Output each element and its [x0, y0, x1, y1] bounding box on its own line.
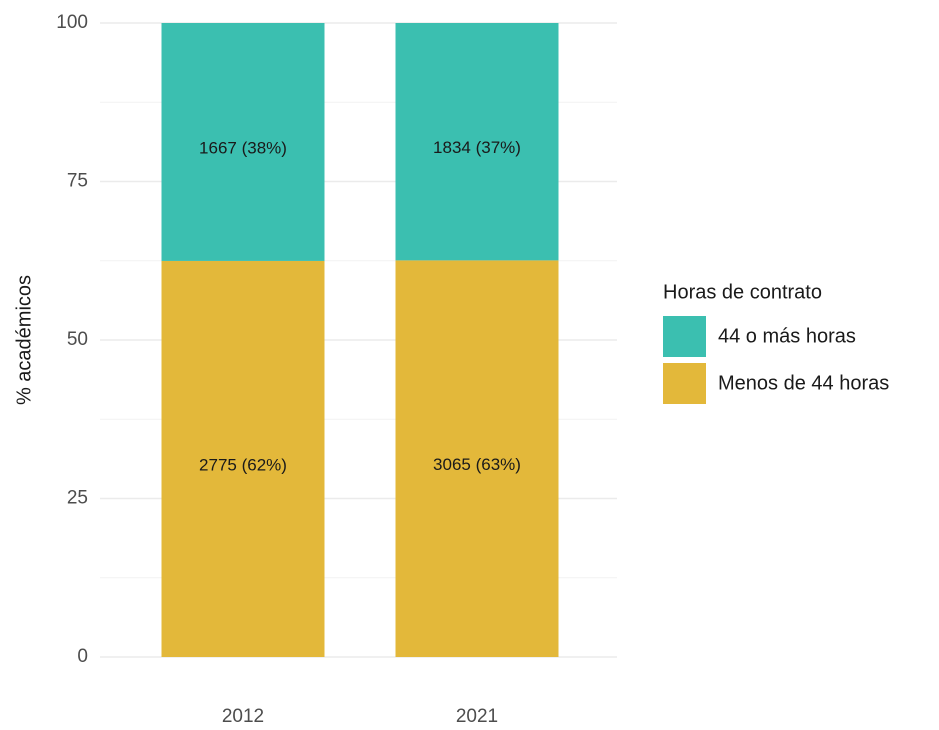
x-tick-label: 2021	[456, 706, 498, 727]
data-label: 1834 (37%)	[433, 138, 521, 157]
legend-label: 44 o más horas	[718, 325, 856, 347]
y-tick-label: 25	[67, 488, 88, 509]
bar-segment	[395, 23, 559, 261]
data-label: 2775 (62%)	[199, 455, 287, 474]
y-tick-label: 75	[67, 171, 88, 192]
bar-segment	[161, 23, 325, 261]
data-label: 3065 (63%)	[433, 455, 521, 474]
y-tick-label: 100	[56, 12, 88, 33]
legend-title: Horas de contrato	[663, 281, 822, 303]
x-tick-label: 2012	[222, 706, 264, 727]
y-axis-title: % académicos	[13, 275, 35, 405]
y-tick-label: 50	[67, 329, 88, 350]
legend-key	[663, 316, 706, 357]
legend-key	[663, 363, 706, 404]
data-label: 1667 (38%)	[199, 138, 287, 157]
bar-segment	[395, 260, 559, 657]
y-tick-label: 0	[77, 646, 88, 667]
legend-label: Menos de 44 horas	[718, 372, 889, 394]
bar-segment	[161, 260, 325, 657]
